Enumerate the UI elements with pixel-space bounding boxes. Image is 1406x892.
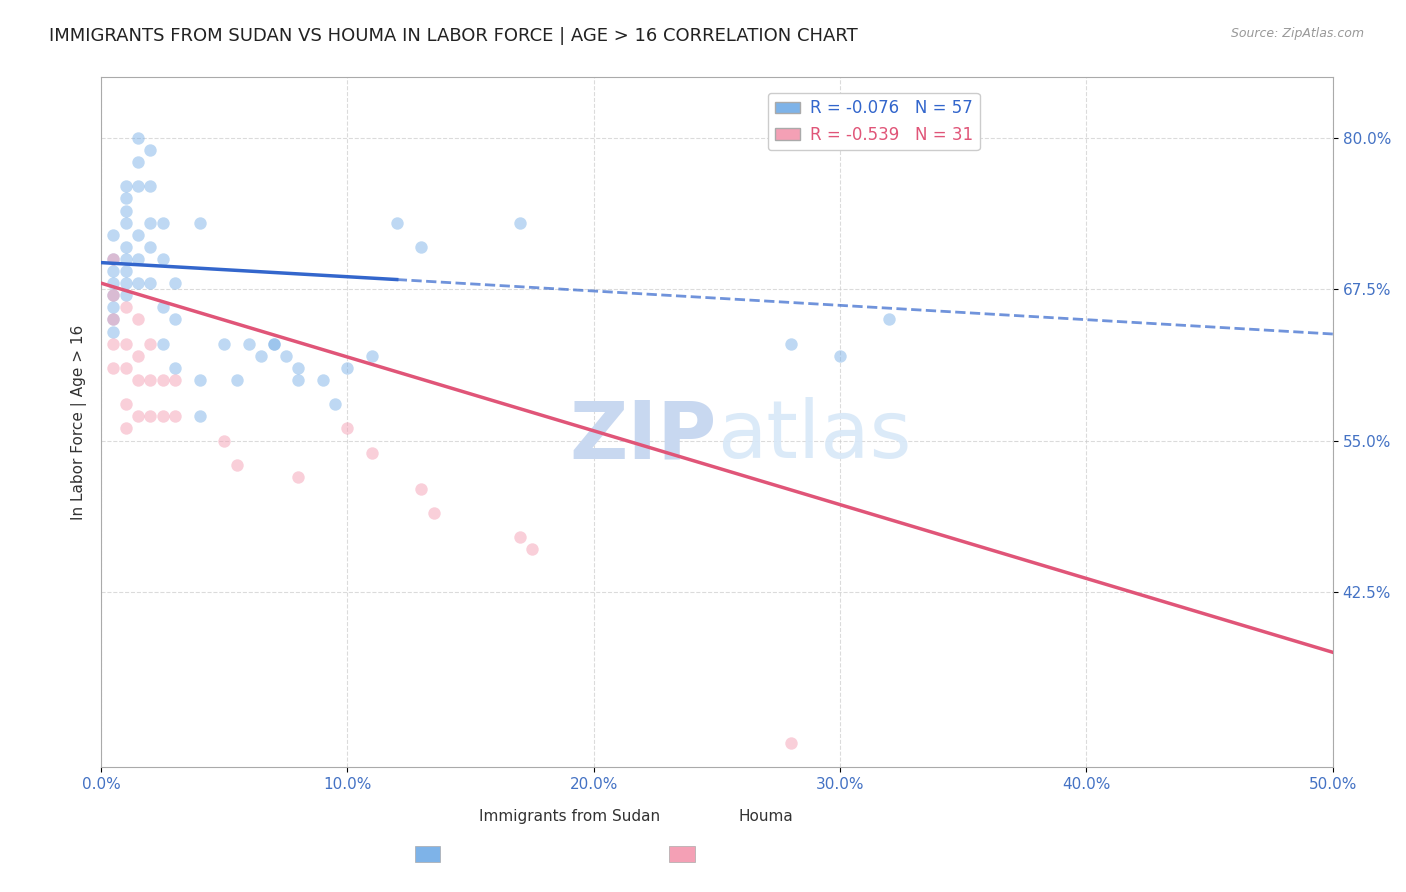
Point [263, 336, 285, 351]
Point [225, 373, 247, 387]
Point [163, 409, 186, 424]
Point [779, 336, 801, 351]
Point [152, 301, 174, 315]
Text: Immigrants from Sudan: Immigrants from Sudan [478, 809, 659, 823]
Point [114, 288, 136, 302]
Point [114, 264, 136, 278]
Point [522, 542, 544, 557]
Point [127, 179, 149, 194]
Point [103, 276, 125, 290]
Point [114, 360, 136, 375]
Point [127, 312, 149, 326]
Point [114, 191, 136, 205]
Point [274, 349, 297, 363]
Point [114, 179, 136, 194]
Point [163, 276, 186, 290]
Point [103, 325, 125, 339]
Point [152, 373, 174, 387]
Point [139, 240, 162, 254]
Point [139, 179, 162, 194]
Point [779, 736, 801, 750]
Point [225, 458, 247, 472]
Point [152, 252, 174, 266]
Point [114, 301, 136, 315]
Text: Houma: Houma [738, 809, 793, 823]
Point [830, 349, 852, 363]
Point [323, 397, 346, 411]
Point [163, 312, 186, 326]
Point [238, 336, 260, 351]
Point [139, 143, 162, 157]
Point [287, 360, 309, 375]
Text: ZIP: ZIP [569, 397, 717, 475]
Point [103, 288, 125, 302]
Y-axis label: In Labor Force | Age > 16: In Labor Force | Age > 16 [72, 325, 87, 520]
Point [188, 216, 211, 230]
Point [114, 421, 136, 435]
Point [411, 482, 433, 496]
Point [509, 216, 531, 230]
Point [114, 252, 136, 266]
Point [127, 409, 149, 424]
Point [422, 506, 444, 520]
Point [103, 312, 125, 326]
Text: atlas: atlas [717, 397, 911, 475]
Point [139, 409, 162, 424]
Point [139, 336, 162, 351]
Point [188, 409, 211, 424]
Point [152, 336, 174, 351]
Point [287, 373, 309, 387]
Point [127, 252, 149, 266]
Point [103, 252, 125, 266]
Point [214, 434, 236, 448]
Point [103, 336, 125, 351]
Point [114, 203, 136, 218]
Point [336, 421, 359, 435]
Point [103, 360, 125, 375]
Point [114, 397, 136, 411]
Point [103, 312, 125, 326]
Point [114, 276, 136, 290]
Point [385, 216, 408, 230]
Point [188, 373, 211, 387]
Point [509, 530, 531, 544]
Text: IMMIGRANTS FROM SUDAN VS HOUMA IN LABOR FORCE | AGE > 16 CORRELATION CHART: IMMIGRANTS FROM SUDAN VS HOUMA IN LABOR … [49, 27, 858, 45]
Point [139, 276, 162, 290]
Point [263, 336, 285, 351]
Point [879, 312, 901, 326]
Legend: R = -0.076   N = 57, R = -0.539   N = 31: R = -0.076 N = 57, R = -0.539 N = 31 [768, 93, 980, 151]
Point [411, 240, 433, 254]
Point [127, 131, 149, 145]
Point [114, 240, 136, 254]
Point [139, 373, 162, 387]
Point [312, 373, 335, 387]
Point [287, 470, 309, 484]
Point [336, 360, 359, 375]
Point [127, 349, 149, 363]
Point [152, 409, 174, 424]
Point [163, 373, 186, 387]
Point [127, 373, 149, 387]
Point [152, 216, 174, 230]
Point [114, 336, 136, 351]
Point [103, 301, 125, 315]
Point [127, 227, 149, 242]
Point [361, 445, 384, 459]
Point [250, 349, 273, 363]
Point [127, 276, 149, 290]
Point [103, 252, 125, 266]
Point [103, 288, 125, 302]
Point [114, 216, 136, 230]
Point [127, 155, 149, 169]
Text: Source: ZipAtlas.com: Source: ZipAtlas.com [1230, 27, 1364, 40]
Point [361, 349, 384, 363]
Point [139, 216, 162, 230]
Point [103, 227, 125, 242]
Point [163, 360, 186, 375]
Point [103, 264, 125, 278]
Point [214, 336, 236, 351]
